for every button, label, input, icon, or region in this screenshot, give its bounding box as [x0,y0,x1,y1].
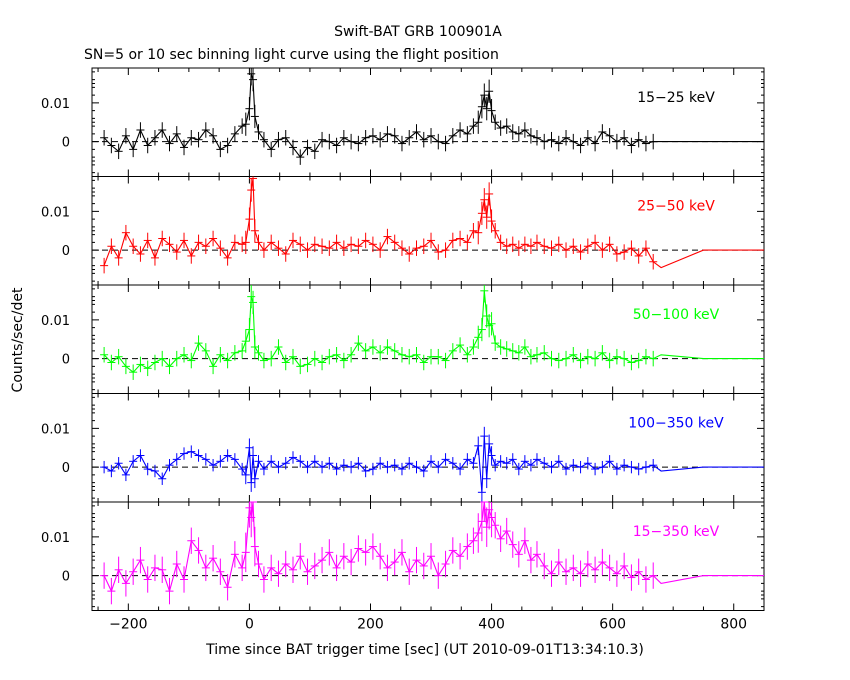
chart-title: Swift-BAT GRB 100901A [334,24,502,40]
y-tick-label: 0.01 [41,314,70,329]
series-line [103,73,764,159]
panel-0: 0 0.01 15−25 keV [41,67,765,177]
y-tick-label: 0 [62,570,70,585]
chart-subtitle: SN=5 or 10 sec binning light curve using… [84,47,499,63]
y-tick-label: 0.01 [41,422,70,437]
panel-frame [91,284,765,394]
panel-3: 0 0.01 100−350 keV [41,393,765,503]
x-tick-label: 0 [245,617,254,633]
y-tick-label: 0 [62,136,70,151]
panel-label: 25−50 keV [637,199,715,215]
x-tick-label: 800 [720,617,747,633]
panel-2: 0 0.01 50−100 keV [41,284,765,394]
series-line [103,290,764,373]
y-tick-label: 0.01 [41,97,70,112]
x-tick-labels: −200 0 200 400 600 800 [109,617,747,633]
y-tick-label: 0 [62,353,70,368]
y-tick-label: 0.01 [41,531,70,546]
y-axis-label: Counts/sec/det [10,287,26,392]
panel-label: 100−350 keV [628,416,724,432]
panel-label: 15−350 keV [633,524,720,540]
panels-group: 0 0.01 15−25 keV 0 0.01 25−50 keV 0 0.01 50−100 … [41,67,765,611]
x-tick-label: 200 [357,617,384,633]
x-tick-label: 600 [599,617,626,633]
y-tick-label: 0.01 [41,205,70,220]
x-axis-label: Time since BAT trigger time [sec] (UT 20… [205,642,644,658]
series-line [103,178,764,269]
y-tick-label: 0 [62,244,70,259]
panel-4: 0 0.01 15−350 keV [41,501,765,611]
panel-frame [91,393,765,503]
series-line [103,436,764,493]
series-line [103,501,764,593]
y-tick-label: 0 [62,461,70,476]
panel-frame [91,67,765,177]
panel-label: 50−100 keV [633,307,720,323]
panel-label: 15−25 keV [637,90,715,106]
panel-frame [91,176,765,286]
x-tick-label: 400 [478,617,505,633]
panel-1: 0 0.01 25−50 keV [41,176,765,286]
x-tick-label: −200 [109,617,147,633]
